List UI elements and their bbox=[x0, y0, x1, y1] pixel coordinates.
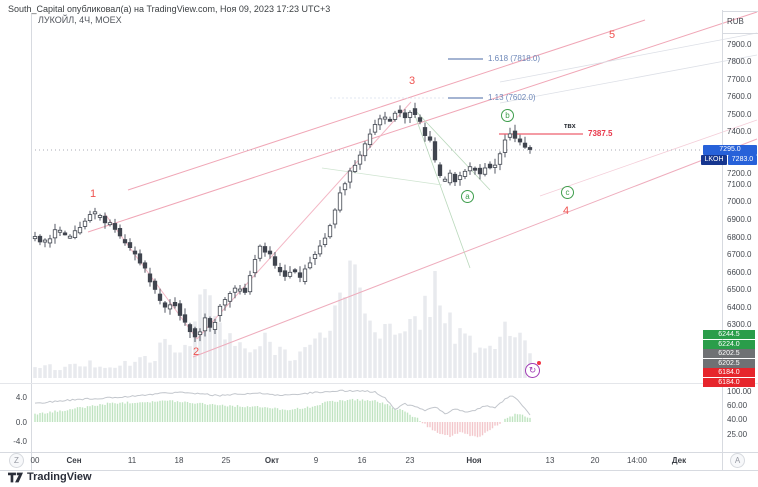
wave-letter-c: c bbox=[561, 186, 574, 199]
fib-label-113: 1.13 (7602.0) bbox=[488, 93, 536, 102]
time-tick: 25 bbox=[221, 456, 231, 465]
time-tick: Сен bbox=[66, 456, 82, 465]
level-badge-entry: 6202.5 bbox=[703, 358, 755, 368]
symbol-title: ЛУКОЙЛ, 4Ч, MOEX bbox=[38, 15, 122, 25]
osc-left-tick: -4.0 bbox=[13, 437, 27, 446]
level-badge-entry: 6202.5 bbox=[703, 349, 755, 358]
pane-separator bbox=[0, 383, 758, 384]
wave-label-1: 1 bbox=[89, 188, 97, 200]
time-tick: 16 bbox=[357, 456, 367, 465]
pane-border-left bbox=[31, 14, 32, 470]
price-tick: 6300.0 bbox=[727, 320, 752, 329]
price-tick: 7500.0 bbox=[727, 110, 752, 119]
level-badge-sl: 6184.0 bbox=[703, 368, 755, 377]
price-tick: 6500.0 bbox=[727, 285, 752, 294]
time-tick: 9 bbox=[313, 456, 319, 465]
time-tick: 00 bbox=[30, 456, 40, 465]
level-badge-tp: 6224.0 bbox=[703, 339, 755, 349]
entry-point-price: 7387.5 bbox=[588, 129, 613, 138]
chart-bottom-border bbox=[0, 470, 758, 471]
notification-dot bbox=[537, 361, 541, 365]
prev-price-badge: 7283.0 bbox=[728, 155, 757, 165]
tradingview-logo-text: TradingView bbox=[27, 471, 92, 483]
osc-right-tick: 100.00 bbox=[727, 387, 752, 396]
wave-label-2: 2 bbox=[192, 346, 200, 358]
price-tick: 7000.0 bbox=[727, 197, 752, 206]
price-tick: 7200.0 bbox=[727, 169, 752, 178]
entry-point-label: твх bbox=[564, 123, 576, 130]
osc-left-tick: 0.0 bbox=[15, 418, 27, 427]
price-tick: 6700.0 bbox=[727, 250, 752, 259]
wave-letter-a: a bbox=[461, 190, 474, 203]
time-tick: 11 bbox=[127, 456, 137, 465]
wave-label-5: 5 bbox=[608, 29, 616, 41]
wave-label-3: 3 bbox=[408, 75, 416, 87]
currency-box-top-border bbox=[722, 11, 758, 12]
time-tick: 20 bbox=[590, 456, 600, 465]
level-badge-tp: 6244.5 bbox=[703, 330, 755, 339]
price-tick: 6600.0 bbox=[727, 268, 752, 277]
time-axis-top-border bbox=[0, 452, 758, 453]
time-tick: 14:00 bbox=[626, 456, 648, 465]
price-tick: 7100.0 bbox=[727, 180, 752, 189]
price-axis-unit: RUB bbox=[727, 17, 744, 26]
osc-right-tick: 60.00 bbox=[727, 401, 748, 410]
osc-right-tick: 25.00 bbox=[727, 430, 748, 439]
pane-border-right bbox=[722, 10, 723, 470]
tradingview-logo-icon bbox=[8, 472, 23, 482]
price-tick: 6900.0 bbox=[727, 215, 752, 224]
price-tick: 6800.0 bbox=[727, 233, 752, 242]
fib-label-1618: 1.618 (7818.0) bbox=[488, 54, 541, 63]
replay-icon[interactable]: ↻ bbox=[525, 363, 540, 378]
price-tick: 7900.0 bbox=[727, 40, 752, 49]
autoscale-button[interactable]: A bbox=[730, 453, 745, 468]
level-badge-sl: 6184.0 bbox=[703, 377, 755, 387]
time-tick: Ноя bbox=[466, 456, 482, 465]
osc-left-tick: 4.0 bbox=[15, 393, 27, 402]
price-tick: 7400.0 bbox=[727, 127, 752, 136]
wave-letter-b: b bbox=[501, 109, 514, 122]
time-tick: 18 bbox=[174, 456, 184, 465]
ticker-badge: LKOH bbox=[701, 155, 727, 165]
attribution-text: South_Capital опубликовал(а) на TradingV… bbox=[8, 4, 331, 14]
currency-box-bottom-border bbox=[722, 33, 758, 34]
timezone-button[interactable]: Z bbox=[9, 453, 24, 468]
price-tick: 7700.0 bbox=[727, 75, 752, 84]
price-tick: 7600.0 bbox=[727, 92, 752, 101]
time-tick: 13 bbox=[545, 456, 555, 465]
last-price-badge: 7295.0 bbox=[703, 145, 757, 155]
time-tick: Дек bbox=[671, 456, 687, 465]
tradingview-logo[interactable]: TradingView bbox=[8, 471, 92, 483]
price-tick: 6400.0 bbox=[727, 303, 752, 312]
time-tick: 23 bbox=[405, 456, 415, 465]
wave-label-4: 4 bbox=[562, 205, 570, 217]
osc-right-tick: 40.00 bbox=[727, 415, 748, 424]
price-tick: 7800.0 bbox=[727, 57, 752, 66]
time-tick: Окт bbox=[264, 456, 280, 465]
